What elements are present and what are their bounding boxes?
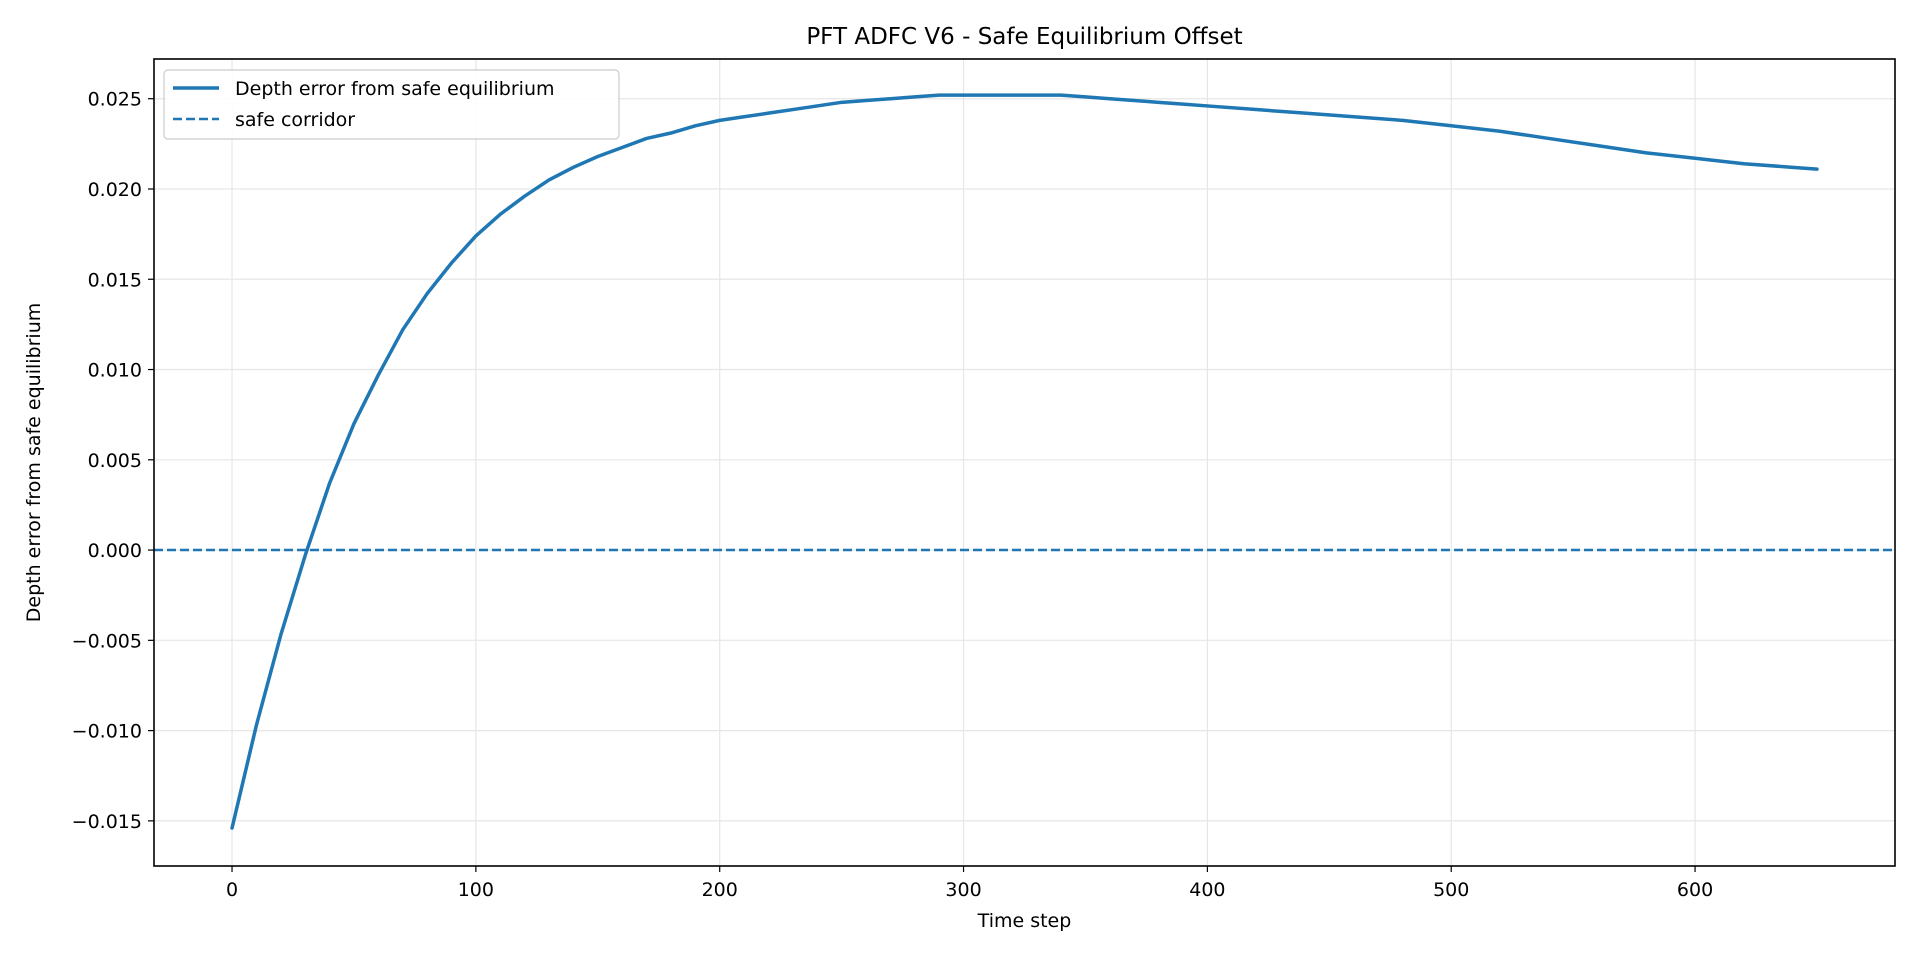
x-tick-label: 200 (702, 879, 738, 901)
plot-frame (153, 58, 1896, 867)
legend: Depth error from safe equilibrium safe c… (163, 69, 620, 140)
y-tick-label: −0.010 (72, 721, 142, 743)
legend-box (163, 69, 620, 140)
series-layer (154, 93, 1895, 830)
x-axis-title: Time step (977, 910, 1072, 932)
chart-title: PFT ADFC V6 - Safe Equilibrium Offset (806, 24, 1242, 50)
legend-label-depth-error: Depth error from safe equilibrium (235, 78, 555, 100)
y-tick-label: 0.010 (88, 360, 142, 382)
y-tick-label: 0.025 (88, 89, 142, 111)
y-tick-label: 0.020 (88, 179, 142, 201)
series-line-depth-error (230, 93, 1819, 830)
y-tick-label: 0.005 (88, 450, 142, 472)
legend-label-safe-corridor: safe corridor (235, 109, 355, 131)
x-tick-label: 600 (1677, 879, 1713, 901)
y-tick-label: −0.005 (72, 630, 142, 652)
x-tick-label: 100 (458, 879, 494, 901)
y-tick-label: 0.000 (88, 540, 142, 562)
x-tick-label: 400 (1189, 879, 1225, 901)
y-tick-label: 0.015 (88, 269, 142, 291)
ticks: 0 100 200 300 400 500 600 −0.015 −0.010 −0.005 0.0… (72, 89, 1714, 901)
x-tick-label: 500 (1433, 879, 1469, 901)
x-tick-label: 0 (226, 879, 238, 901)
y-axis-title: Depth error from safe equilibrium (23, 303, 45, 623)
x-tick-label: 300 (945, 879, 981, 901)
y-tick-label: −0.015 (72, 811, 142, 833)
